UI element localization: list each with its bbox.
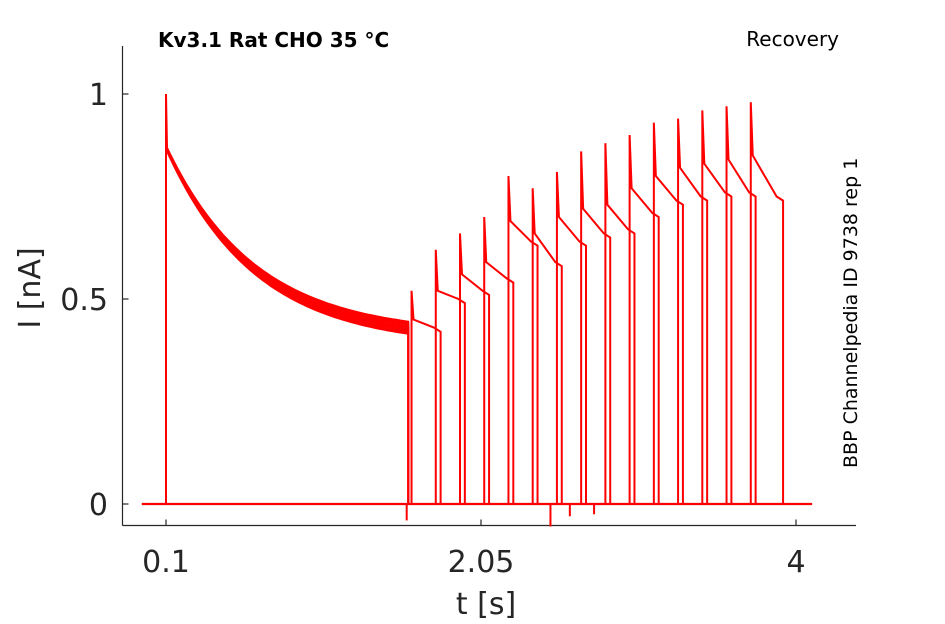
y-tick-label: 0 bbox=[89, 488, 108, 523]
first-pulse-decay-trace bbox=[165, 145, 410, 504]
side-note: BBP Channelpedia ID 9738 rep 1 bbox=[840, 158, 862, 468]
y-tick-label: 1 bbox=[89, 78, 108, 113]
recovery-pulse bbox=[483, 216, 515, 504]
chart-title: Kv3.1 Rat CHO 35 °C bbox=[158, 28, 389, 52]
recovery-pulse bbox=[434, 249, 466, 504]
tick-labels: 0.1 2.05 4 0 0.5 1 bbox=[60, 78, 805, 580]
x-tick-label: 2.05 bbox=[448, 545, 515, 580]
axes bbox=[121, 46, 856, 527]
first-pulse-onset bbox=[165, 93, 168, 504]
recovery-pulse bbox=[531, 188, 563, 504]
recovery-pulse bbox=[628, 134, 660, 504]
x-tick-label: 0.1 bbox=[142, 545, 190, 580]
first-pulse-decay-trace bbox=[165, 148, 410, 504]
chart-subtitle: Recovery bbox=[746, 27, 839, 51]
recovery-pulse bbox=[701, 110, 733, 504]
recovery-pulse bbox=[555, 171, 587, 504]
recovery-pulse bbox=[677, 118, 709, 504]
x-tick-label: 4 bbox=[786, 545, 805, 580]
recovery-pulse bbox=[507, 175, 539, 504]
ticks bbox=[122, 93, 797, 526]
recovery-pulse bbox=[580, 151, 612, 504]
y-tick-label: 0.5 bbox=[60, 283, 108, 318]
x-axis-label: t [s] bbox=[456, 587, 516, 622]
recovery-pulse bbox=[749, 102, 785, 504]
y-axis-label: I [nA] bbox=[13, 247, 48, 328]
recovery-pulse bbox=[604, 143, 636, 504]
plot-lines bbox=[141, 93, 813, 527]
recovery-pulse bbox=[725, 106, 757, 504]
recovery-pulse bbox=[410, 290, 442, 504]
recovery-pulse bbox=[652, 122, 684, 504]
recovery-pulse bbox=[459, 233, 491, 504]
